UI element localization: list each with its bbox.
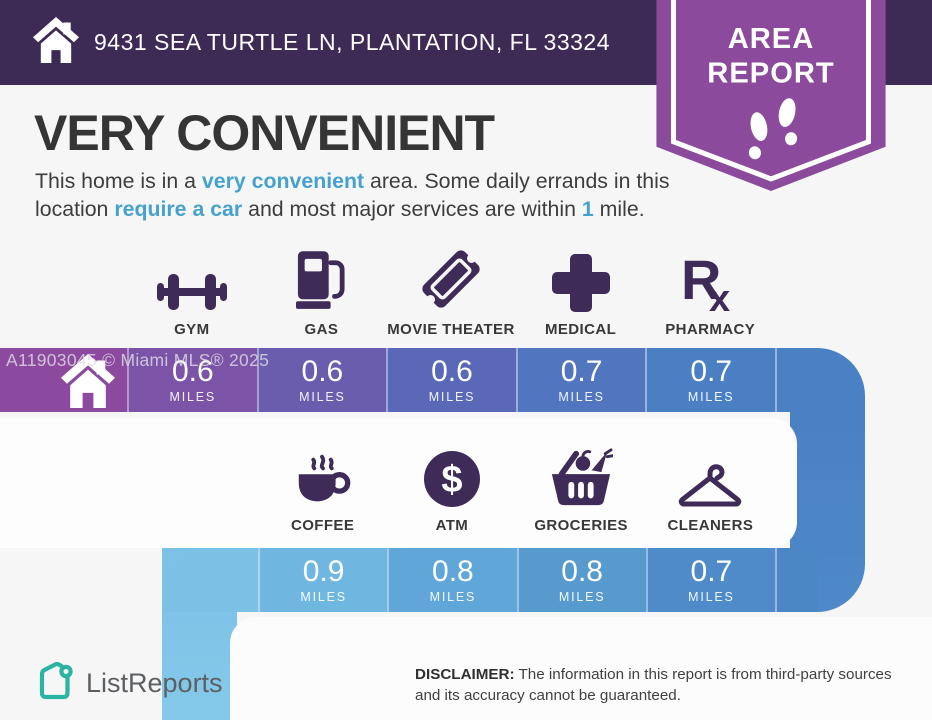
- dollar-circle-icon: $: [423, 440, 481, 508]
- ribbon-turn: [162, 548, 258, 612]
- accent-very-convenient: very convenient: [201, 169, 365, 193]
- service-medical: MEDICAL: [516, 244, 646, 338]
- gas-pump-icon: [296, 244, 346, 312]
- service-pharmacy: R x PHARMACY: [645, 244, 775, 338]
- service-gas: GAS: [257, 244, 387, 338]
- ribbon-turn: [774, 348, 865, 412]
- coffee-cup-icon: [292, 440, 354, 508]
- mls-watermark: A11903045 © Miami MLS® 2025: [6, 350, 270, 370]
- services-card-2: [0, 418, 797, 548]
- brand-name: ListReports: [86, 668, 223, 698]
- accent-one: 1: [581, 197, 594, 222]
- distance-cell: 0.9 MILES: [258, 548, 388, 612]
- distance-cell: 0.7 MILES: [645, 548, 775, 612]
- ticket-icon: [418, 244, 484, 312]
- services-row-1: GYM GAS: [127, 244, 775, 338]
- footprints-icon: [748, 98, 798, 160]
- listreports-logo: ListReports: [33, 660, 223, 707]
- service-cleaners: CLEANERS: [646, 440, 775, 534]
- rx-icon: R x: [681, 244, 739, 312]
- service-groceries: GROCERIES: [517, 440, 646, 534]
- page-title: VERY CONVENIENT: [34, 105, 495, 161]
- svg-text:R: R: [681, 252, 721, 311]
- grocery-basket-icon: [549, 440, 614, 508]
- badge-line2: REPORT: [707, 57, 834, 89]
- intro-paragraph: This home is in a very convenient area. …: [35, 169, 670, 222]
- area-report-badge: AREA REPORT: [656, 0, 886, 201]
- service-gym: GYM: [127, 244, 257, 338]
- distance-cell: 0.8 MILES: [516, 548, 646, 612]
- distance-cell: 0.6 MILES: [386, 348, 516, 412]
- hanger-icon: [676, 440, 744, 508]
- listreports-house-icon: [33, 660, 75, 707]
- distance-band-1: 0.6 MILES 0.6 MILES 0.6 MILES 0.7 MILES 0.7 M…: [0, 348, 865, 412]
- distance-cell: 0.7 MILES: [515, 348, 646, 412]
- home-icon: [60, 354, 116, 412]
- distance-band-2: 0.9 MILES 0.8 MILES 0.8 MILES 0.7 MILES: [162, 548, 817, 612]
- footer-panel: [230, 617, 932, 720]
- service-atm: $ ATM: [387, 440, 516, 534]
- badge-line1: AREA: [728, 23, 815, 55]
- svg-text:$: $: [441, 459, 462, 501]
- property-address: 9431 SEA TURTLE LN, PLANTATION, FL 33324: [94, 29, 611, 55]
- dumbbell-icon: [156, 244, 227, 312]
- svg-text:x: x: [709, 278, 730, 312]
- distance-cell: 0.8 MILES: [387, 548, 517, 612]
- disclaimer: DISCLAIMER: The information in this repo…: [415, 666, 892, 704]
- distance-cell: 0.7 MILES: [645, 348, 775, 412]
- medical-cross-icon: [551, 244, 610, 312]
- service-movie-theater: MOVIE THEATER: [386, 244, 516, 338]
- distance-cell: 0.6 MILES: [256, 348, 387, 412]
- ribbon-turn: [775, 548, 817, 612]
- home-icon: [33, 17, 79, 68]
- accent-require-a-car: require a car: [114, 197, 243, 222]
- disclaimer-label: DISCLAIMER:: [415, 666, 515, 683]
- home-cell: [0, 348, 127, 412]
- service-coffee: COFFEE: [258, 440, 387, 534]
- distance-cell: 0.6 MILES: [127, 348, 257, 412]
- services-row-2: COFFEE $ ATM: [258, 440, 775, 534]
